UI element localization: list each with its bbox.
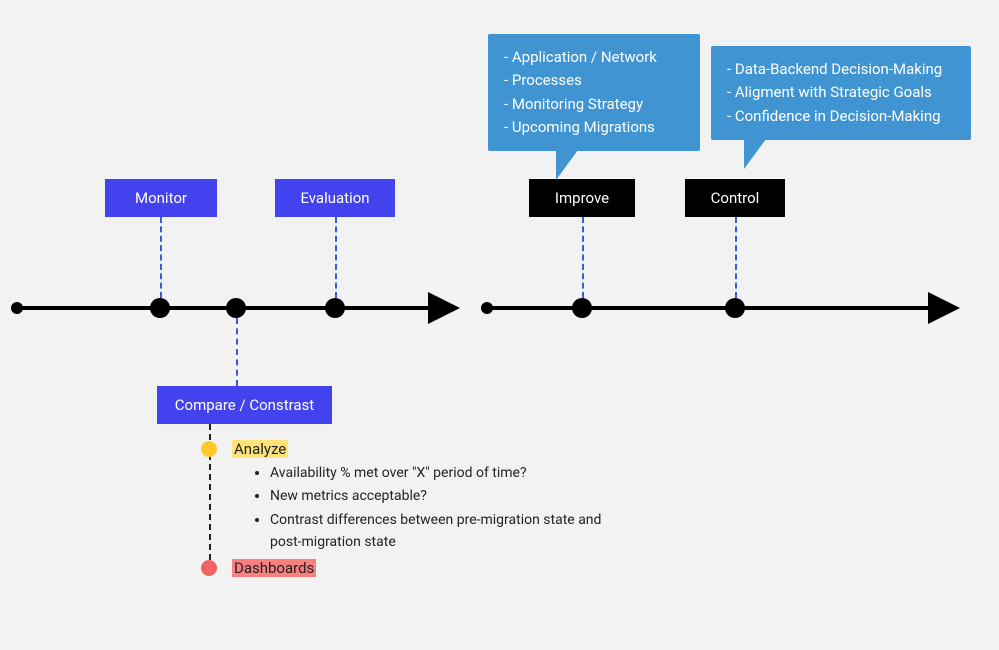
timeline-start-dot (481, 302, 493, 314)
monitor-label: Monitor (135, 189, 187, 207)
connector-control (735, 217, 737, 298)
control-bubble: - Data-Backend Decision-Making- Aligment… (711, 46, 971, 140)
analyze-bullet: New metrics acceptable? (270, 485, 622, 507)
bubble-line: - Confidence in Decision-Making (727, 105, 955, 128)
connector-monitor (160, 217, 162, 298)
compare-box: Compare / Constrast (157, 386, 332, 424)
analyze-bullet: Availability % met over "X" period of ti… (270, 462, 622, 484)
analyze-bullets: Availability % met over "X" period of ti… (252, 462, 622, 555)
timeline-start-dot (11, 302, 23, 314)
improve-label: Improve (555, 189, 609, 207)
bubble-line: - Processes (504, 69, 684, 92)
bubble-line: - Application / Network (504, 46, 684, 69)
improve-bubble: - Application / Network- Processes- Moni… (488, 34, 700, 151)
control-box: Control (685, 179, 785, 217)
timeline-node (226, 298, 246, 318)
evaluation-box: Evaluation (275, 179, 395, 217)
timeline-node (150, 298, 170, 318)
connector-improve (582, 217, 584, 298)
improve-bubble-tail (556, 150, 578, 180)
timeline-node (572, 298, 592, 318)
dashboards-dot (201, 560, 217, 576)
bubble-line: - Upcoming Migrations (504, 116, 684, 139)
analyze-title: Analyze (232, 440, 288, 458)
analyze-dot (201, 441, 217, 457)
control-label: Control (711, 189, 760, 207)
compare-label: Compare / Constrast (175, 396, 314, 414)
bubble-line: - Aligment with Strategic Goals (727, 81, 955, 104)
improve-box: Improve (529, 179, 635, 217)
connector-compare (236, 318, 238, 386)
monitor-box: Monitor (105, 179, 217, 217)
timeline-node (725, 298, 745, 318)
evaluation-label: Evaluation (300, 189, 369, 207)
dashboards-title: Dashboards (232, 559, 316, 577)
diagram-canvas: Monitor Evaluation Compare / Constrast I… (0, 0, 999, 650)
bubble-line: - Monitoring Strategy (504, 93, 684, 116)
analyze-bullet: Contrast differences between pre-migrati… (270, 509, 622, 554)
bubble-line: - Data-Backend Decision-Making (727, 58, 955, 81)
timeline-left (0, 293, 460, 323)
timeline-node (325, 298, 345, 318)
timeline-right (475, 293, 965, 323)
control-bubble-tail (744, 139, 766, 169)
connector-evaluation (335, 217, 337, 298)
